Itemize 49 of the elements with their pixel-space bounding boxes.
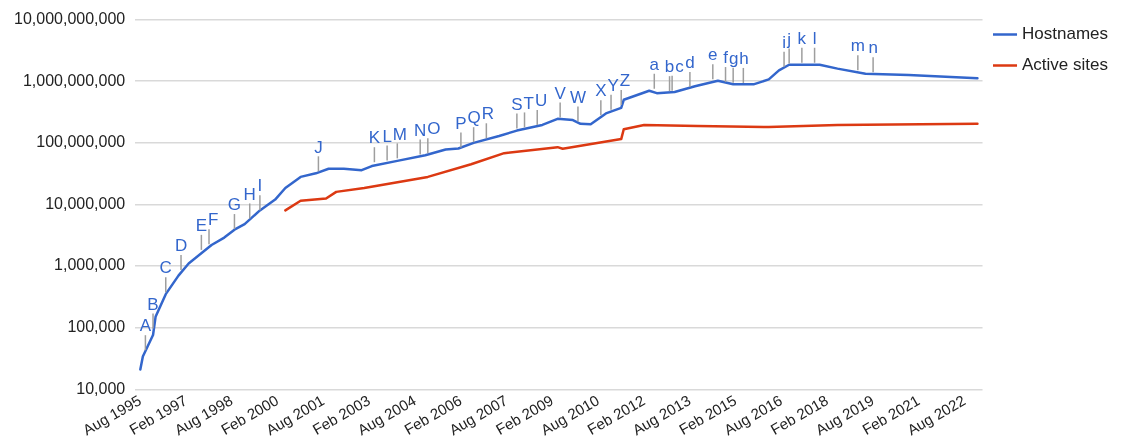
- annotation: j: [786, 29, 792, 49]
- annotation: P: [455, 113, 467, 133]
- annotation: H: [243, 184, 256, 204]
- annotation: J: [314, 137, 323, 157]
- annotation: m: [850, 36, 865, 56]
- y-tick-label: 10,000: [76, 379, 126, 397]
- annotation: a: [649, 54, 660, 74]
- y-tick-label: 10,000,000: [45, 194, 126, 212]
- annotation: Q: [467, 108, 481, 128]
- annotation: R: [481, 104, 495, 124]
- annotation: l: [812, 28, 817, 48]
- annotation: T: [523, 93, 534, 113]
- annotation: E: [195, 216, 208, 236]
- annotation: D: [174, 236, 188, 256]
- y-tick-label: 10,000,000,000: [14, 10, 126, 28]
- annotation: i: [782, 32, 786, 52]
- annotation: O: [427, 119, 441, 139]
- annotation: g: [728, 48, 739, 68]
- y-tick-label: 100,000,000: [36, 133, 126, 151]
- legend-label: Active sites: [1022, 55, 1108, 75]
- y-tick-label: 100,000: [67, 318, 126, 336]
- annotation: K: [368, 128, 381, 148]
- annotation: Y: [607, 75, 619, 95]
- y-tick-label: 1,000,000: [54, 256, 126, 274]
- annotation: U: [534, 91, 548, 111]
- annotation: f: [723, 48, 729, 68]
- y-tick-label: 1,000,000,000: [22, 71, 126, 89]
- annotation: e: [708, 45, 718, 65]
- annotation: B: [147, 294, 159, 314]
- annotation: n: [868, 38, 878, 58]
- annotation: d: [685, 53, 695, 73]
- annotation: N: [414, 120, 427, 140]
- annotation: W: [569, 87, 586, 107]
- annotation: C: [159, 258, 172, 278]
- annotation: h: [739, 49, 749, 69]
- annotation: Z: [619, 71, 631, 91]
- annotation: b: [664, 57, 675, 77]
- annotation: M: [392, 124, 408, 144]
- annotation: F: [208, 210, 219, 230]
- annotation: S: [511, 94, 523, 114]
- annotation: c: [675, 56, 685, 76]
- legend-label: Hostnames: [1022, 24, 1108, 44]
- annotation: G: [227, 195, 242, 215]
- annotation: A: [139, 316, 152, 336]
- annotation: V: [554, 83, 567, 103]
- annotation: k: [797, 28, 807, 48]
- annotation: X: [595, 81, 607, 101]
- annotation: I: [257, 176, 263, 196]
- annotation: L: [382, 126, 392, 146]
